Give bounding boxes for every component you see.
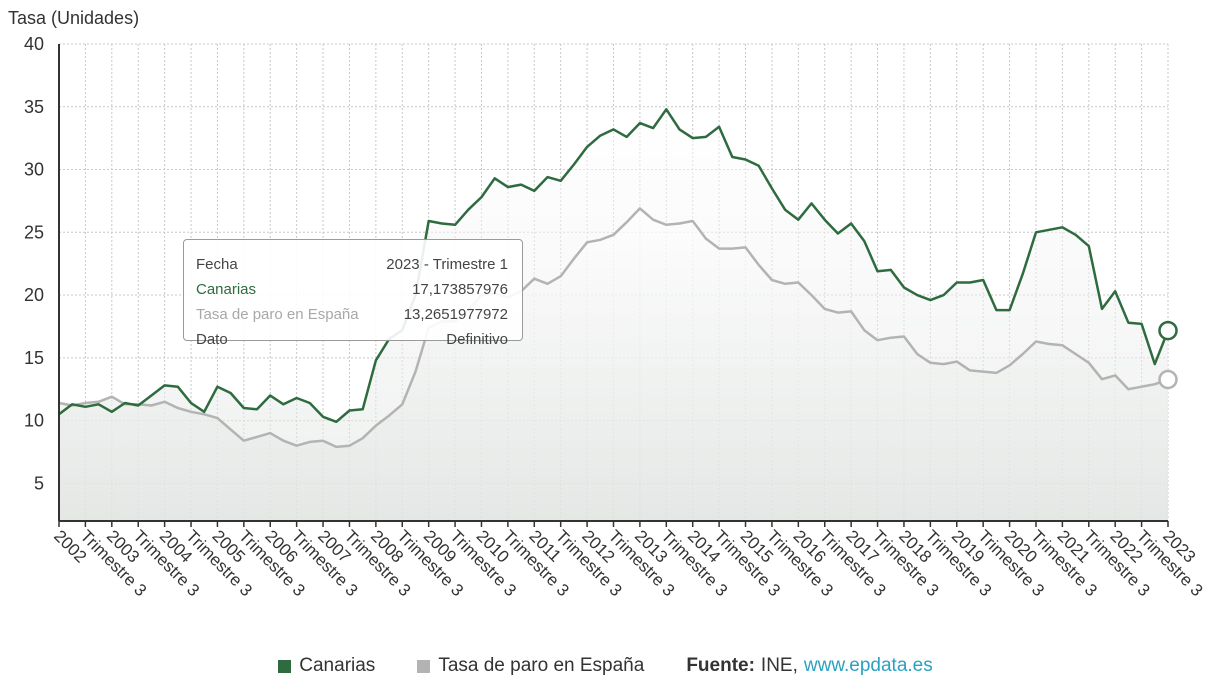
tooltip-value: Definitivo xyxy=(446,331,508,348)
series-line-espana xyxy=(58,207,1169,449)
tooltip-value: 2023 - Trimestre 1 xyxy=(386,256,508,273)
axes xyxy=(58,44,1169,527)
area-fills xyxy=(59,109,1168,522)
hover-marker-espana[interactable] xyxy=(1158,369,1178,390)
hover-marker-canarias[interactable] xyxy=(1158,320,1178,341)
tooltip-label: Dato xyxy=(196,331,228,348)
tooltip-row-canarias: Canarias 17,173857976 xyxy=(196,277,508,302)
legend-label: Tasa de paro en España xyxy=(438,655,645,676)
y-tick-label: 35 xyxy=(24,97,44,117)
series-line-canarias xyxy=(58,108,1170,424)
y-tick-label: 20 xyxy=(24,285,44,305)
source-name: INE, xyxy=(760,655,798,676)
legend: Canarias Tasa de paro en España Fuente: … xyxy=(0,652,1211,680)
legend-swatch xyxy=(278,659,292,673)
source-label: Fuente: xyxy=(686,655,755,676)
source-credit: Fuente: INE, www.epdata.es xyxy=(686,655,932,677)
hover-markers[interactable] xyxy=(1158,320,1178,390)
legend-swatch xyxy=(417,659,431,673)
tooltip: Fecha 2023 - Trimestre 1 Canarias 17,173… xyxy=(183,239,523,348)
y-tick-label: 15 xyxy=(24,348,44,368)
y-tick-label: 25 xyxy=(24,222,44,242)
tooltip-label: Tasa de paro en España xyxy=(196,306,359,323)
tooltip-value: 17,173857976 xyxy=(412,281,508,298)
tooltip-label: Fecha xyxy=(196,256,238,273)
y-tick-label: 40 xyxy=(24,34,44,54)
tooltip-value: 13,2651977972 xyxy=(403,306,508,323)
source-link[interactable]: www.epdata.es xyxy=(803,655,933,676)
series-lines xyxy=(58,108,1170,449)
y-tick-label: 30 xyxy=(24,160,44,180)
tooltip-label: Canarias xyxy=(196,281,257,298)
legend-label: Canarias xyxy=(299,655,376,676)
y-tick-labels: 5 10 15 20 25 30 35 40 xyxy=(24,34,44,493)
legend-item-espana[interactable]: Tasa de paro en España xyxy=(417,655,644,677)
tooltip-row-fecha: Fecha 2023 - Trimestre 1 xyxy=(196,252,508,277)
tooltip-row-espana: Tasa de paro en España 13,2651977972 xyxy=(196,302,508,327)
y-axis-label: Tasa (Unidades) xyxy=(8,8,139,28)
y-tick-label: 5 xyxy=(34,473,44,493)
area-espana xyxy=(59,208,1168,521)
tooltip-row-dato: Dato Definitivo xyxy=(196,327,508,352)
y-tick-label: 10 xyxy=(24,411,44,431)
legend-item-canarias[interactable]: Canarias xyxy=(278,655,375,677)
